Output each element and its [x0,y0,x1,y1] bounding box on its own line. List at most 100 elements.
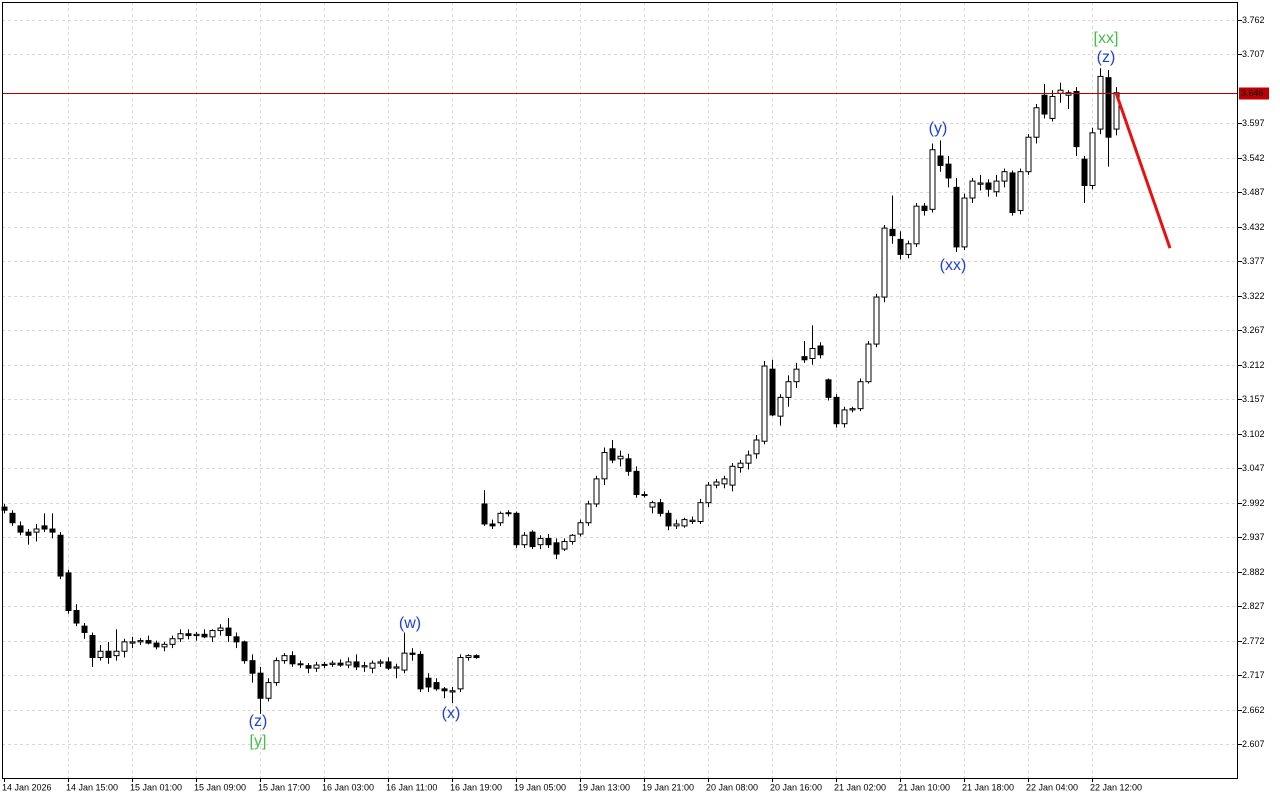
candle-body [433,682,440,690]
candle-body [233,636,240,643]
candle-body [809,347,816,359]
candle-body [449,690,456,693]
y-tick-label: 3.377 [1242,256,1265,266]
candle-body [49,528,56,533]
y-tick-label: 3.762 [1242,15,1265,25]
frame [2,2,1238,779]
candle-body [305,665,312,669]
candle-body [665,512,672,527]
x-tick-label: 20 Jan 16:00 [770,782,822,792]
candle-body [185,633,192,637]
candle-body [225,627,232,637]
candle-body [769,368,776,416]
y-tick-label: 2.717 [1242,670,1265,680]
candle-body [281,655,288,662]
candle-body [537,537,544,546]
candle-body [825,379,832,398]
candle-body [105,650,112,659]
x-tick-label: 14 Jan 2026 [2,782,52,792]
candle-body [1025,136,1032,173]
candle-body [417,653,424,690]
candle-body [1009,172,1016,213]
candle-body [761,365,768,442]
y-tick-label: 2.772 [1242,636,1265,646]
candle-body [721,478,728,485]
candle-body [457,657,464,690]
x-tick-label: 19 Jan 21:00 [642,782,694,792]
candle-body [881,227,888,298]
wave-label: (w) [399,615,421,632]
candle-body [369,662,376,669]
candle-body [33,528,40,533]
candle-body [209,630,216,638]
candle-body [265,682,272,699]
candle-body [161,643,168,648]
candle-body [249,660,256,674]
candle-body [497,512,504,524]
candle-body [201,633,208,638]
candle-body [121,641,128,652]
candle-body [817,345,824,356]
candle-body [129,641,136,644]
candle-body [473,655,480,659]
candle-body [273,660,280,684]
candle-body [513,512,520,546]
candle-body [593,478,600,505]
wave-label: (z) [249,713,268,730]
candle-body [633,470,640,496]
candle-body [1033,107,1040,138]
candle-body [529,531,536,548]
candle-body [321,663,328,666]
candle-body [297,663,304,666]
candle-body [841,409,848,425]
y-tick-label: 3.212 [1242,360,1265,370]
x-tick-label: 21 Jan 10:00 [898,782,950,792]
candle-body [585,503,592,524]
candle-body [521,534,528,546]
y-tick-label: 3.542 [1242,153,1265,163]
candle-body [1081,158,1088,186]
candle-body [97,650,104,659]
candle-body [465,655,472,659]
candle-body [345,661,352,666]
x-tick-label: 16 Jan 03:00 [322,782,374,792]
candle-body [1073,90,1080,148]
candle-body [921,205,928,212]
y-tick-label: 3.322 [1242,291,1265,301]
candle-body [753,439,760,455]
candle-body [577,522,584,535]
candle-body [625,458,632,472]
candle-body [73,610,80,624]
candle-body [545,537,552,546]
candle-body [889,228,896,237]
candle-body [553,542,560,555]
candle-body [849,408,856,411]
candle-body [441,688,448,692]
y-tick-label: 2.992 [1242,498,1265,508]
y-tick-label: 3.597 [1242,118,1265,128]
candle-body [857,381,864,410]
candle-body [705,484,712,504]
y-tick-label: 2.882 [1242,567,1265,577]
candle-body [601,452,608,480]
wave-label: (xx) [940,257,967,274]
candle-body [657,502,664,514]
candle-body [1057,89,1064,94]
price-label-box [1239,87,1269,100]
candle-body [793,368,800,383]
wave-label: (x) [442,705,461,722]
candle-body [65,572,72,612]
candle-body [1001,171,1008,182]
candle-body [905,243,912,255]
candle-body [1097,75,1104,130]
candle-body [969,180,976,199]
candle-body [409,652,416,655]
wave-label: (z) [1097,49,1116,66]
x-tick-label: 16 Jan 11:00 [386,782,437,792]
candle-body [673,523,680,527]
candle-body [393,666,400,669]
y-tick-label: 2.827 [1242,601,1265,611]
candle-body [897,238,904,255]
y-tick-label: 3.267 [1242,325,1265,335]
